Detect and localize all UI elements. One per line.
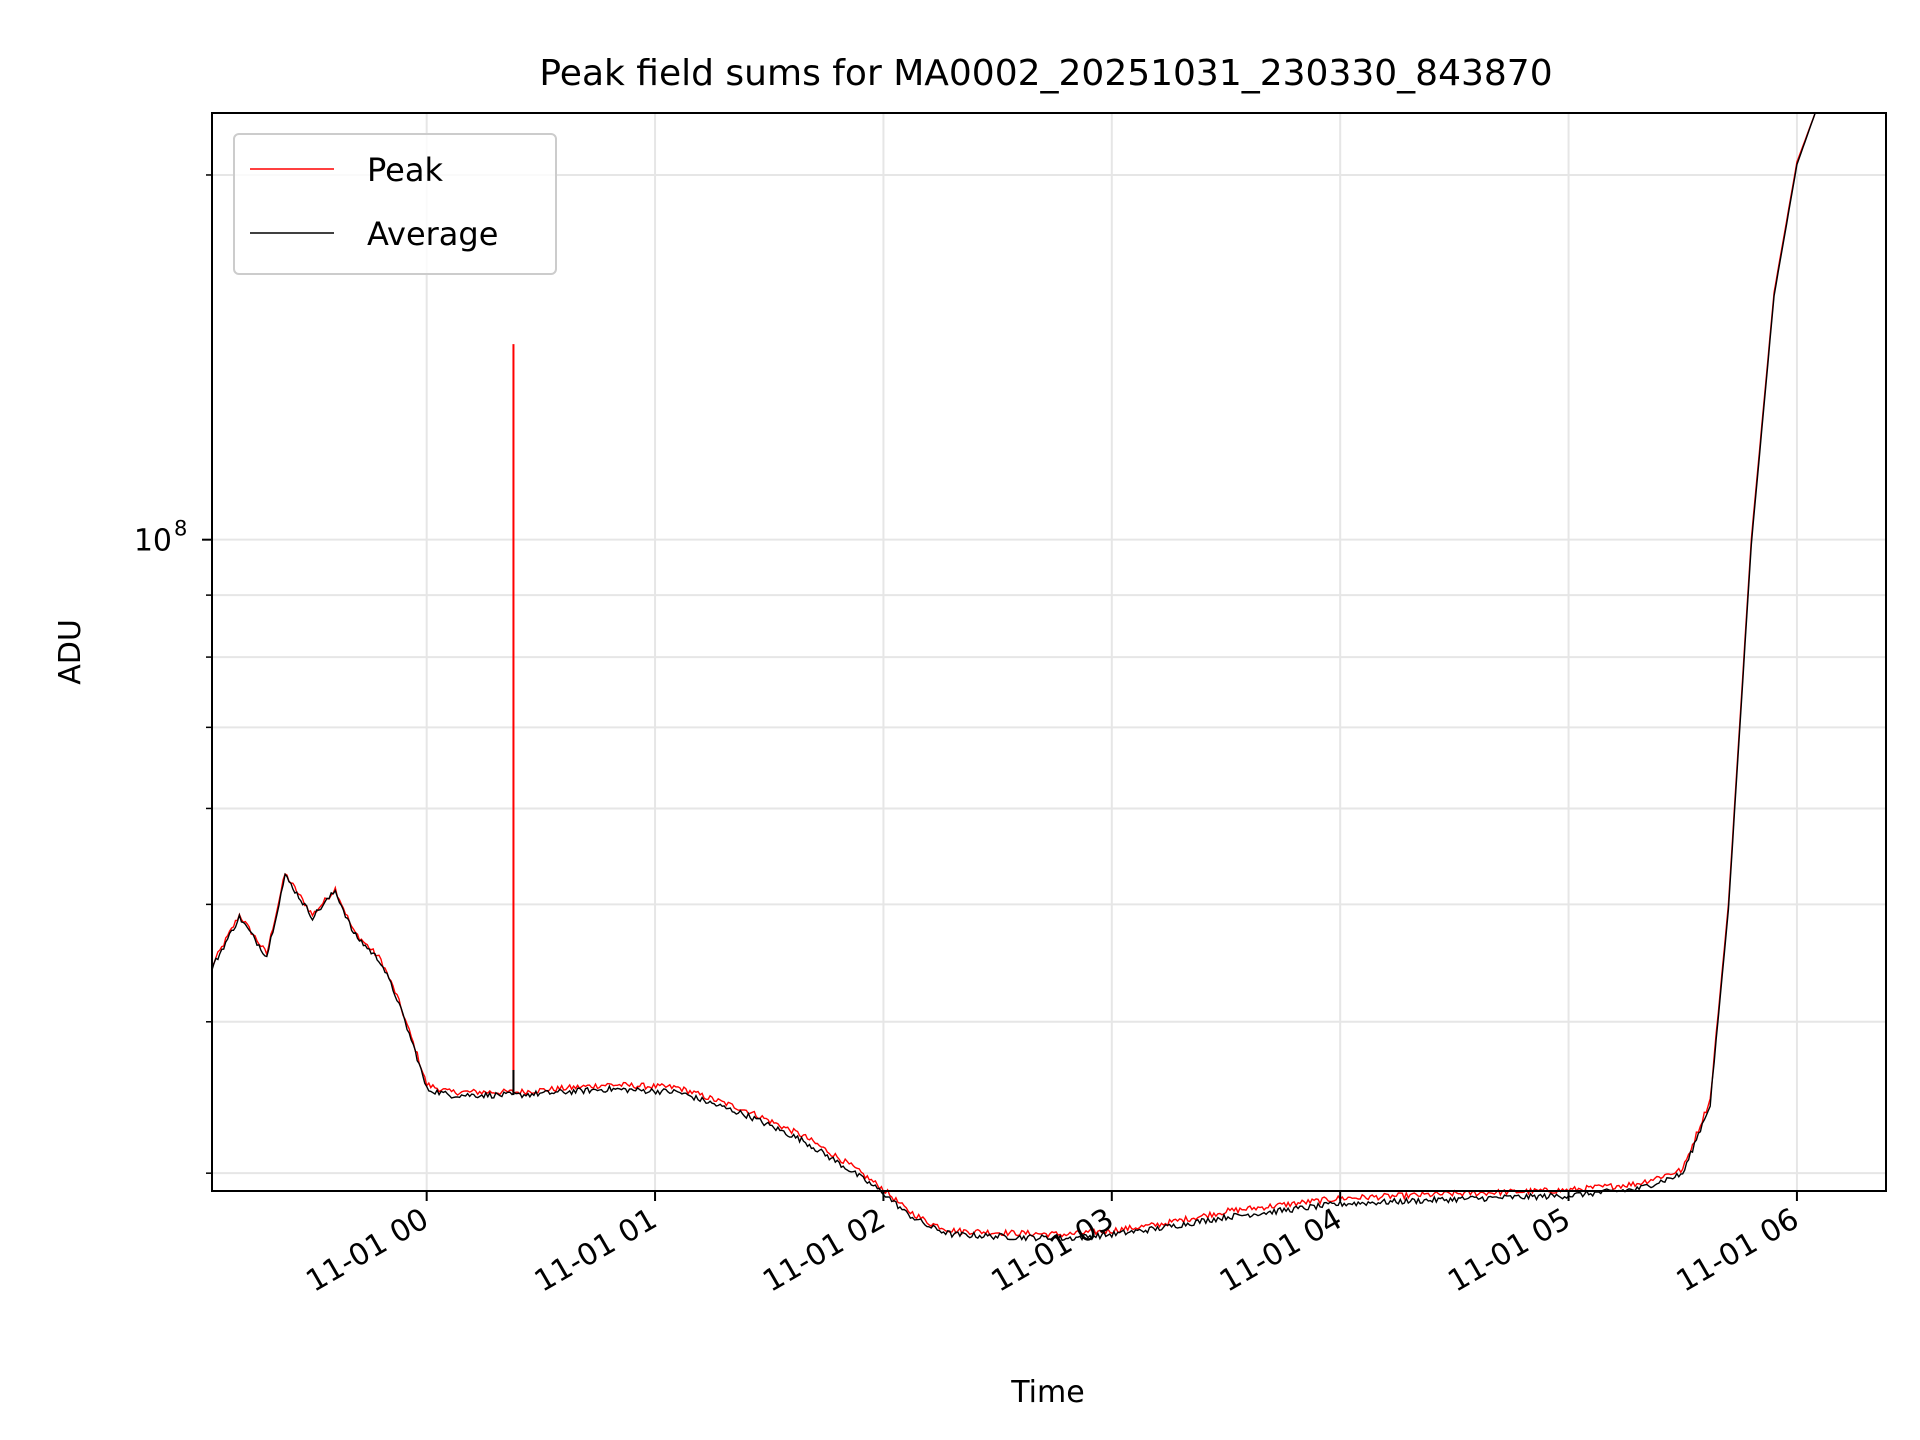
- series-layer: [211, 112, 1825, 1242]
- series-line-average: [211, 112, 1825, 1242]
- y-axis-label: ADU: [53, 619, 88, 685]
- chart-title: Peak field sums for MA0002_20251031_2303…: [539, 53, 1552, 94]
- legend-peak-label: Peak: [367, 151, 443, 189]
- plot-area-frame: [211, 112, 1887, 1192]
- x-axis-label: Time: [1010, 1375, 1084, 1410]
- y-tick-label-exponent: 8: [174, 517, 187, 541]
- legend-average-label: Average: [367, 215, 498, 253]
- y-tick-label-base: 10: [134, 524, 172, 559]
- legend: Peak Average: [233, 133, 557, 275]
- series-line-peak: [211, 112, 1825, 1239]
